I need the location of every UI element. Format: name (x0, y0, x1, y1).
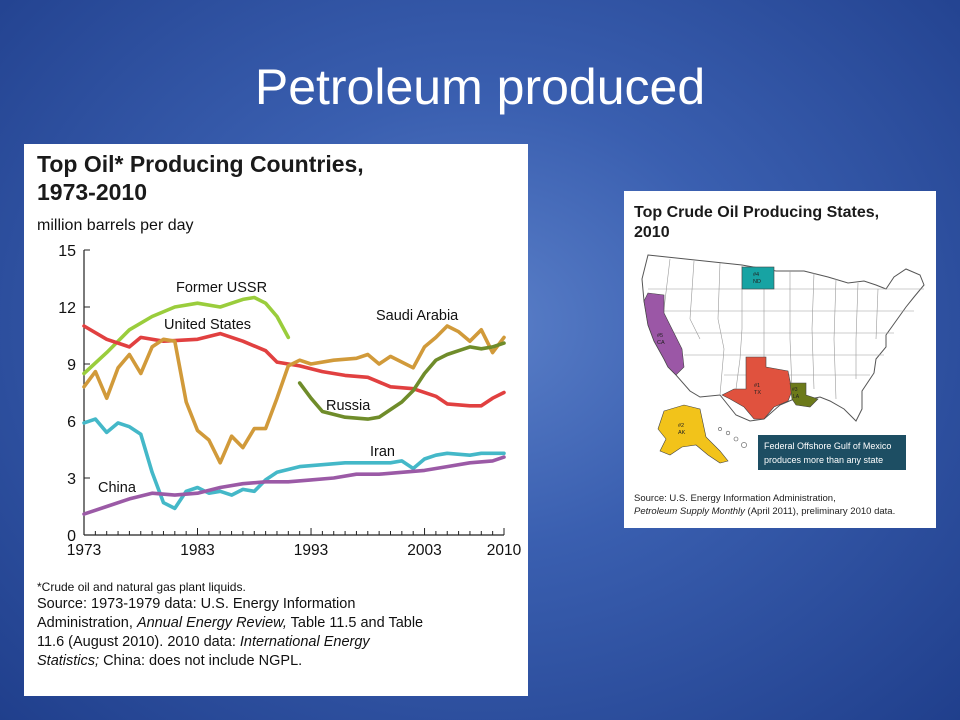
chart-axes: 0 3 6 9 12 15 1973 1983 1993 2003 2010 (58, 243, 521, 559)
state-nd-abbr: ND (753, 279, 761, 285)
x-tick-label: 1983 (180, 542, 214, 559)
line-chart: 0 3 6 9 12 15 1973 1983 1993 2003 2010 Former USSR… (58, 243, 521, 559)
series-line-former-ussr (82, 295, 291, 376)
state-tx (721, 356, 793, 420)
chart-series (82, 295, 506, 516)
state-ak-abbr: AK (678, 430, 686, 436)
map-source-line2: Petroleum Supply Monthly (April 2011), p… (634, 506, 896, 517)
chart-source: Source: 1973-1979 data: U.S. Energy Info… (37, 595, 423, 671)
map-source: Source: U.S. Energy Information Administ… (634, 492, 895, 518)
state-ak (657, 404, 729, 464)
us-map-panel: Top Crude Oil Producing States, 2010 #5 … (624, 191, 936, 528)
series-line-russia (297, 341, 506, 421)
y-axis-label: million barrels per day (37, 217, 194, 234)
map-title-line1: Top Crude Oil Producing States, (634, 204, 880, 221)
series-line-saudi-arabia (82, 324, 506, 465)
state-nd (741, 266, 775, 290)
state-ca (643, 292, 685, 376)
chart-title: Top Oil* Producing Countries, 1973-2010 (37, 150, 364, 206)
map-title: Top Crude Oil Producing States, 2010 (634, 203, 879, 243)
map-source-line1: Source: U.S. Energy Information Administ… (634, 493, 836, 504)
chart-series-labels: Former USSR United States Saudi Arabia R… (98, 280, 459, 496)
series-label-china: China (98, 480, 137, 496)
chart-source-line4: Statistics; China: does not include NGPL… (37, 653, 303, 669)
map-title-line2: 2010 (634, 224, 670, 241)
chart-source-line1: Source: 1973-1979 data: U.S. Energy Info… (37, 596, 356, 612)
gulf-callout-line2: produces more than any state (764, 455, 883, 465)
state-tx-abbr: TX (754, 390, 761, 396)
state-tx-rank: #1 (754, 383, 760, 389)
series-line-iran (82, 417, 506, 511)
chart-title-line2: 1973-2010 (37, 179, 147, 205)
us-outline (641, 254, 925, 422)
line-chart-panel: Top Oil* Producing Countries, 1973-2010 … (24, 144, 528, 696)
gulf-callout-box (758, 435, 906, 470)
state-hi (718, 427, 747, 448)
state-ak-rank: #2 (678, 423, 684, 429)
y-tick-label: 12 (58, 300, 76, 317)
slide-title: Petroleum produced (254, 59, 706, 115)
series-label-united-states: United States (164, 317, 251, 333)
state-la-abbr: LA (793, 394, 800, 400)
chart-footnote: *Crude oil and natural gas plant liquids… (37, 580, 246, 594)
chart-title-line1: Top Oil* Producing Countries, (37, 151, 364, 177)
us-map: #5 CA #4 ND #1 TX #3 LA #2 AK Federal Of… (641, 254, 925, 470)
x-tick-label: 2010 (487, 542, 522, 559)
chart-source-line3: 11.6 (August 2010). 2010 data: Internati… (37, 634, 370, 650)
series-line-china (82, 455, 506, 516)
state-ca-rank: #5 (657, 333, 663, 339)
x-tick-label: 1993 (294, 542, 328, 559)
y-tick-label: 3 (67, 471, 76, 488)
series-label-former-ussr: Former USSR (176, 280, 267, 296)
y-tick-label: 9 (67, 357, 76, 374)
state-ca-abbr: CA (657, 340, 665, 346)
series-line-united-states (82, 324, 506, 408)
x-tick-label: 2003 (407, 542, 441, 559)
state-la (789, 382, 819, 408)
series-label-iran: Iran (370, 444, 395, 460)
state-la-rank: #3 (792, 387, 798, 393)
x-tick-label: 1973 (67, 542, 101, 559)
y-tick-label: 6 (67, 414, 76, 431)
series-label-saudi-arabia: Saudi Arabia (376, 308, 459, 324)
y-tick-label: 0 (67, 528, 76, 545)
y-tick-label: 15 (58, 243, 76, 260)
series-label-russia: Russia (326, 398, 371, 414)
state-nd-rank: #4 (753, 272, 759, 278)
chart-source-line2: Administration, Annual Energy Review, Ta… (37, 615, 424, 631)
gulf-callout-line1: Federal Offshore Gulf of Mexico (764, 441, 891, 451)
